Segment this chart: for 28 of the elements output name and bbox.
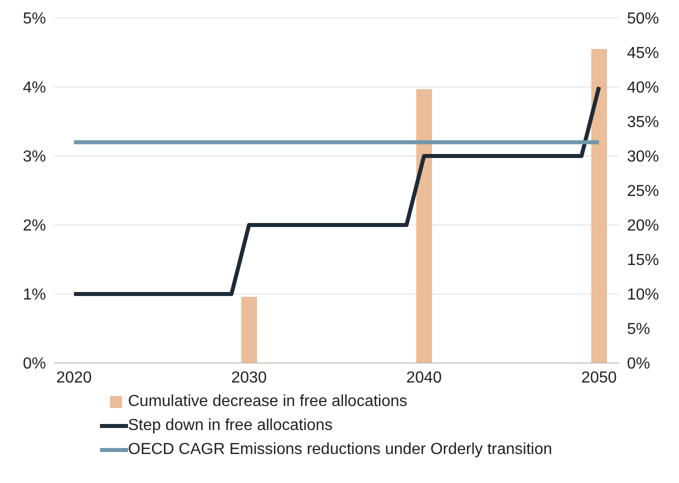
y2-tick-label: 10% (627, 286, 660, 304)
line-series (72, 85, 601, 296)
y2-tick-label: 30% (627, 148, 660, 166)
legend-label: OECD CAGR Emissions reductions under Orderly transition (128, 441, 552, 459)
x-tick-label: 2020 (56, 369, 92, 386)
y2-tick-label: 45% (627, 45, 660, 62)
bar (241, 296, 257, 363)
y2-tick-label: 15% (627, 252, 660, 270)
y2-tick-label: 35% (627, 114, 660, 132)
x-tick-label: 2040 (406, 369, 442, 386)
y2-tick-label: 40% (627, 80, 660, 97)
bar (591, 49, 607, 363)
x-tick-label: 2030 (231, 369, 267, 386)
y2-tick-label: 20% (627, 218, 660, 235)
x-tick-label: 2050 (581, 369, 617, 386)
bar (416, 89, 432, 363)
y-tick-label: 0% (22, 356, 46, 373)
y-tick-label: 2% (22, 218, 46, 235)
y2-tick-label: 5% (627, 321, 650, 338)
y2-tick-label: 25% (627, 183, 660, 200)
y2-tick-label: 50% (627, 10, 660, 28)
legend-label: Step down in free allocations (128, 417, 333, 435)
y2-tick-label: 0% (627, 356, 650, 373)
y-tick-label: 4% (22, 80, 46, 97)
legend-label: Cumulative decrease in free allocations (128, 393, 408, 411)
y-tick-label: 3% (22, 148, 46, 166)
y-tick-label: 1% (22, 286, 46, 304)
y-tick-label: 5% (22, 10, 46, 28)
